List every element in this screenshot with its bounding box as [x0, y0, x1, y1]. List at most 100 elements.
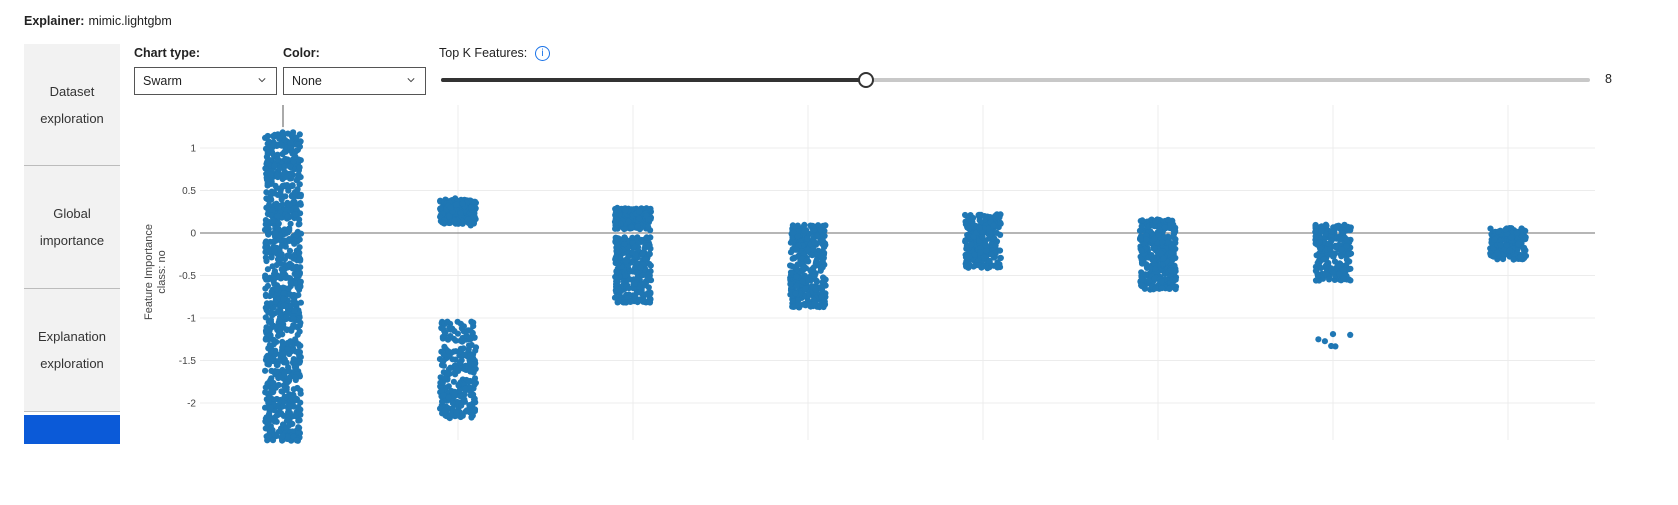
scatter-point: [271, 131, 278, 138]
scatter-point: [631, 280, 638, 287]
scatter-point: [466, 402, 473, 409]
scatter-point: [295, 171, 302, 178]
scatter-point: [813, 278, 821, 285]
color-label: Color:: [283, 46, 320, 60]
scatter-point: [283, 313, 290, 320]
scatter-point: [285, 187, 292, 194]
scatter-point: [804, 246, 811, 253]
scatter-point: [635, 215, 643, 222]
scatter-point: [262, 425, 269, 432]
scatter-point: [294, 186, 301, 193]
scatter-point: [264, 282, 271, 289]
scatter-point: [296, 257, 303, 264]
scatter-point: [456, 387, 463, 394]
scatter-point: [263, 176, 271, 183]
scatter-point: [296, 417, 303, 424]
scatter-point: [647, 262, 654, 269]
scatter-point: [450, 378, 457, 385]
scatter-point: [282, 155, 289, 163]
scatter-point: [267, 319, 275, 326]
scatter-point: [290, 386, 297, 393]
scatter-point: [286, 247, 294, 254]
scatter-point: [789, 234, 796, 241]
scatter-point: [274, 212, 281, 220]
side-nav: Dataset exploration Global importance Expl…: [24, 44, 120, 444]
scatter-point: [625, 218, 632, 225]
scatter-point: [982, 242, 989, 249]
scatter-point: [611, 294, 619, 301]
scatter-point: [986, 257, 993, 264]
scatter-point: [1329, 253, 1337, 260]
scatter-point: [282, 394, 289, 401]
scatter-point: [293, 437, 300, 444]
scatter-point: [467, 366, 474, 373]
scatter-point: [1334, 262, 1341, 269]
scatter-point: [647, 216, 654, 223]
scatter-point: [810, 246, 817, 253]
scatter-point: [1172, 268, 1179, 275]
nav-item-explanation-exploration[interactable]: Explanation exploration: [24, 289, 120, 412]
scatter-point: [468, 412, 476, 419]
scatter-point: [287, 279, 294, 286]
scatter-point: [460, 323, 467, 330]
color-dropdown[interactable]: None: [283, 67, 426, 95]
scatter-point: [1318, 223, 1325, 230]
scatter-point: [457, 209, 464, 216]
scatter-point: [270, 243, 277, 250]
scatter-point: [614, 235, 621, 243]
scatter-point: [795, 228, 802, 235]
scatter-point: [262, 240, 269, 247]
scatter-point: [280, 295, 287, 303]
scatter-point: [471, 375, 479, 382]
scatter-point: [296, 358, 304, 365]
info-icon[interactable]: i: [535, 46, 550, 61]
topk-slider[interactable]: [441, 72, 1590, 88]
scatter-point: [272, 230, 279, 237]
scatter-point: [440, 392, 447, 399]
scatter-point: [808, 251, 815, 258]
nav-item-dataset-exploration[interactable]: Dataset exploration: [24, 44, 120, 166]
scatter-point: [283, 359, 290, 367]
scatter-point: [1338, 253, 1345, 260]
scatter-point: [272, 182, 279, 189]
scatter-point: [445, 394, 452, 401]
chart-type-label: Chart type:: [134, 46, 200, 60]
scatter-point: [821, 301, 829, 308]
scatter-point: [274, 256, 282, 263]
chart-type-value: Swarm: [143, 74, 182, 88]
scatter-point: [1166, 234, 1174, 241]
scatter-point: [1497, 241, 1504, 249]
y-tick-label: 0.5: [182, 186, 196, 197]
scatter-point: [818, 293, 825, 300]
scatter-point: [819, 237, 827, 244]
scatter-point: [794, 261, 801, 268]
scatter-point: [286, 339, 293, 346]
scatter-point: [639, 272, 647, 279]
slider-thumb[interactable]: [858, 72, 875, 88]
scatter-point: [615, 206, 622, 214]
scatter-point: [270, 141, 277, 148]
nav-item-global-importance[interactable]: Global importance: [24, 166, 120, 289]
scatter-point: [265, 309, 272, 316]
scatter-point: [1329, 331, 1337, 338]
scatter-point: [291, 307, 298, 314]
scatter-point: [814, 260, 822, 267]
scatter-point: [273, 200, 280, 207]
scatter-point: [811, 272, 818, 280]
scatter-point: [472, 365, 479, 372]
scatter-point: [264, 149, 271, 156]
scatter-point: [615, 286, 622, 293]
scatter-point: [293, 363, 300, 370]
scatter-point: [447, 204, 454, 211]
scatter-point: [263, 204, 270, 211]
scatter-point: [457, 348, 464, 355]
scatter-point: [800, 301, 807, 308]
scatter-point: [296, 164, 303, 171]
chart-type-dropdown[interactable]: Swarm: [134, 67, 277, 95]
nav-item-active[interactable]: [24, 415, 120, 444]
scatter-point: [978, 264, 985, 271]
scatter-point: [629, 249, 636, 256]
scatter-point: [1328, 265, 1335, 272]
scatter-point: [639, 250, 646, 257]
scatter-point: [1491, 236, 1498, 243]
